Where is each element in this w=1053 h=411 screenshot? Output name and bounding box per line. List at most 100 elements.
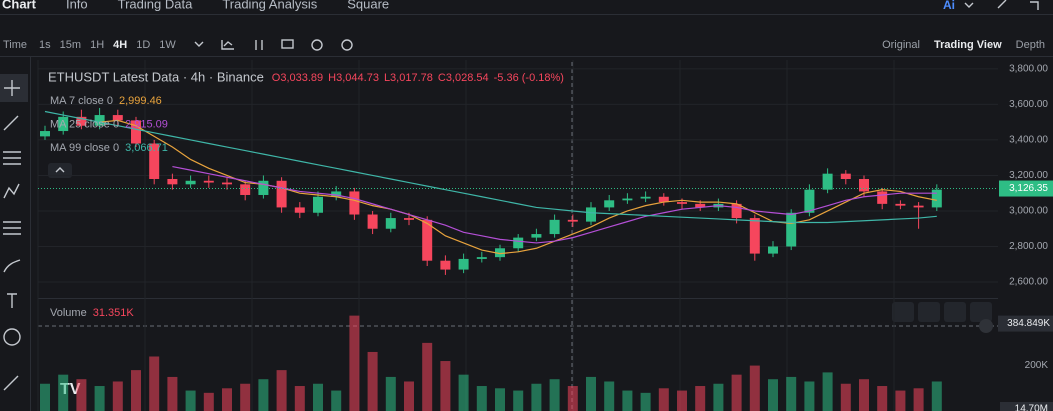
ma-line — [44, 110, 937, 224]
volume-bar — [276, 370, 287, 411]
candle-body — [422, 219, 433, 261]
nav-tab[interactable]: Square — [347, 0, 389, 11]
last-price-tag — [999, 180, 1053, 197]
candle-body — [94, 115, 105, 126]
candle-body — [677, 202, 687, 204]
volume-bar — [313, 383, 323, 411]
volume-bar — [258, 379, 269, 411]
candle-body — [58, 116, 69, 132]
interval[interactable]: 1s — [39, 39, 51, 51]
candle-body — [859, 179, 869, 192]
toolbar-icons[interactable] — [194, 0, 1039, 51]
volume-bar — [367, 351, 378, 411]
volume-bar — [240, 383, 251, 411]
nav-tab[interactable]: Info — [66, 0, 88, 11]
volume-bar — [877, 386, 888, 411]
volume-bar — [640, 392, 651, 411]
tool-icons[interactable] — [0, 74, 28, 391]
volume-bar — [658, 388, 669, 411]
candle-body — [622, 198, 633, 201]
interval[interactable]: 4H — [113, 39, 127, 51]
candle-body — [131, 120, 141, 144]
pane-buttons[interactable] — [48, 163, 992, 322]
volume-bar — [531, 383, 542, 411]
price-tick-label: 3,600.00 — [1009, 99, 1048, 110]
price-tick-label: 3,400.00 — [1009, 135, 1048, 146]
volume-bar — [749, 365, 760, 411]
volume-bar — [695, 386, 706, 411]
candle-body — [768, 246, 778, 254]
volume-label: Volume — [50, 307, 87, 319]
candle-body — [695, 203, 706, 208]
candle-body — [786, 212, 797, 247]
volume-bar — [185, 390, 196, 411]
view-tab[interactable]: Depth — [1016, 39, 1045, 51]
candle-body — [840, 173, 851, 179]
add-button[interactable] — [979, 319, 993, 333]
volume-value: 31.351K — [93, 307, 135, 319]
volume-bar — [768, 379, 778, 411]
candle-body — [458, 258, 469, 270]
interval[interactable]: 1H — [90, 39, 104, 51]
volume-bar — [604, 381, 615, 411]
candle-body — [877, 191, 888, 204]
candle-body — [731, 203, 742, 219]
interval[interactable]: Time — [3, 39, 27, 51]
volume-bar — [931, 381, 942, 411]
ma-label: MA 7 close 0 — [50, 95, 113, 107]
interval[interactable]: 1D — [136, 39, 150, 51]
candle-body — [404, 218, 414, 220]
volume-bar — [222, 388, 232, 411]
view-tab[interactable]: Trading View — [934, 39, 1002, 51]
volume-bar — [786, 376, 797, 411]
candle-body — [367, 214, 378, 229]
candle-body — [513, 237, 524, 249]
candle-body — [567, 219, 578, 222]
volume-bar — [859, 379, 869, 411]
candle-body — [495, 248, 505, 258]
volume-tick-label: 200K — [1025, 360, 1049, 371]
price-tick-label: 3,000.00 — [1009, 206, 1048, 217]
candle-body — [185, 180, 196, 185]
last-price-label: 3,126.35 — [1009, 183, 1048, 194]
volume-bottom-label: 14.70M — [1015, 404, 1048, 411]
volume-bar — [94, 386, 105, 411]
candle-body — [331, 191, 342, 197]
candle-body — [549, 219, 560, 235]
candle-body — [749, 218, 760, 254]
volume-bar — [349, 315, 360, 411]
volume-bar — [567, 386, 578, 411]
volume-bar — [112, 381, 123, 411]
interval[interactable]: 1W — [159, 39, 176, 51]
candle-body — [586, 207, 596, 222]
volume-bar — [404, 381, 414, 411]
ohlc-value: O3,033.89 — [272, 72, 323, 84]
volume-bar — [385, 376, 396, 411]
nav-divider — [0, 14, 1053, 15]
volume-bar — [586, 376, 596, 411]
nav-tab[interactable]: Chart — [2, 0, 37, 11]
view-tab[interactable]: Original — [882, 39, 920, 51]
volume-bar — [549, 379, 560, 411]
candle-body — [658, 196, 669, 203]
nav-tab[interactable]: Trading Analysis — [222, 0, 317, 11]
candle-body — [895, 203, 906, 206]
volume-bar — [622, 390, 633, 411]
volume-bar — [149, 356, 160, 411]
candle-body — [149, 143, 160, 179]
price-tick-label: 3,200.00 — [1009, 170, 1048, 181]
candle-body — [349, 191, 360, 215]
volume-bar — [40, 383, 50, 411]
volume-bottom-tag — [1000, 402, 1053, 411]
candle-body — [913, 205, 924, 208]
candle-body — [604, 200, 615, 208]
candle-body — [931, 189, 942, 208]
volume-bar — [131, 370, 141, 411]
interval[interactable]: 15m — [60, 39, 81, 51]
ma-label: MA 99 close 0 — [50, 142, 119, 154]
volume-bar — [167, 376, 178, 411]
nav-tab[interactable]: Trading Data — [118, 0, 193, 11]
ai-icon[interactable]: Ai — [943, 0, 955, 12]
ohlc-value: C3,028.54 — [438, 72, 489, 84]
